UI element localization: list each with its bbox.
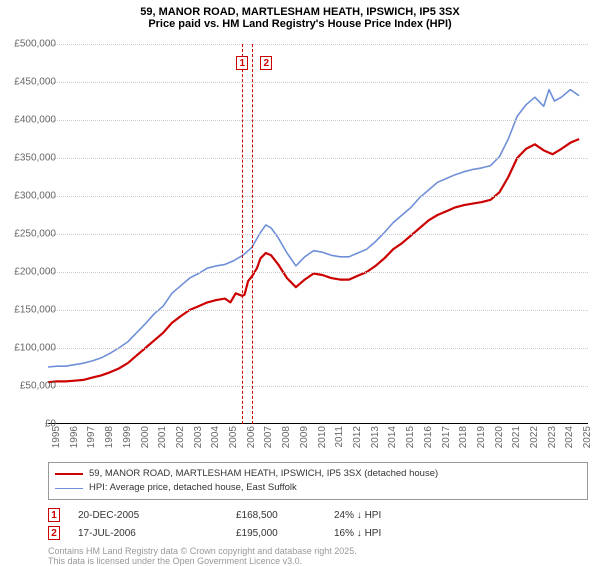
x-tick-label: 2017 bbox=[441, 426, 452, 448]
x-tick-label: 2005 bbox=[228, 426, 239, 448]
x-tick-label: 2022 bbox=[529, 426, 540, 448]
y-tick-label: £350,000 bbox=[14, 153, 56, 164]
x-tick-label: 2023 bbox=[547, 426, 558, 448]
legend-swatch-hpi bbox=[55, 488, 83, 489]
y-gridline bbox=[48, 310, 588, 311]
y-gridline bbox=[48, 120, 588, 121]
series-hpi bbox=[48, 90, 579, 367]
x-tick-label: 2024 bbox=[564, 426, 575, 448]
x-tick-label: 2013 bbox=[370, 426, 381, 448]
event-row-marker: 2 bbox=[48, 526, 60, 540]
legend-area: 59, MANOR ROAD, MARTLESHAM HEATH, IPSWIC… bbox=[48, 462, 588, 566]
title-line1: 59, MANOR ROAD, MARTLESHAM HEATH, IPSWIC… bbox=[0, 6, 600, 18]
legend-box: 59, MANOR ROAD, MARTLESHAM HEATH, IPSWIC… bbox=[48, 462, 588, 500]
x-tick-label: 2025 bbox=[582, 426, 593, 448]
x-tick-label: 1995 bbox=[51, 426, 62, 448]
y-tick-label: £500,000 bbox=[14, 39, 56, 50]
event-marker: 2 bbox=[260, 56, 272, 70]
x-tick-label: 2011 bbox=[334, 426, 345, 448]
y-tick-label: £250,000 bbox=[14, 229, 56, 240]
event-line bbox=[252, 44, 253, 424]
title-line2: Price paid vs. HM Land Registry's House … bbox=[0, 18, 600, 30]
y-gridline bbox=[48, 158, 588, 159]
x-tick-label: 2012 bbox=[352, 426, 363, 448]
event-table-row: 2 17-JUL-2006 £195,000 16% ↓ HPI bbox=[48, 524, 588, 542]
legend-row-hpi: HPI: Average price, detached house, East… bbox=[55, 481, 581, 495]
y-gridline bbox=[48, 386, 588, 387]
legend-swatch-price-paid bbox=[55, 473, 83, 475]
event-row-delta: 24% ↓ HPI bbox=[334, 510, 454, 521]
x-tick-label: 1998 bbox=[104, 426, 115, 448]
y-gridline bbox=[48, 44, 588, 45]
x-tick-label: 2001 bbox=[157, 426, 168, 448]
x-tick-label: 2000 bbox=[140, 426, 151, 448]
legend-label-hpi: HPI: Average price, detached house, East… bbox=[89, 481, 297, 495]
x-tick-label: 1997 bbox=[86, 426, 97, 448]
x-tick-label: 2016 bbox=[423, 426, 434, 448]
series-price_paid bbox=[48, 139, 579, 382]
x-tick-label: 2004 bbox=[210, 426, 221, 448]
x-tick-label: 2007 bbox=[263, 426, 274, 448]
event-marker: 1 bbox=[236, 56, 248, 70]
y-tick-label: £100,000 bbox=[14, 343, 56, 354]
event-table-row: 1 20-DEC-2005 £168,500 24% ↓ HPI bbox=[48, 506, 588, 524]
y-tick-label: £50,000 bbox=[20, 381, 56, 392]
y-tick-label: £450,000 bbox=[14, 77, 56, 88]
event-row-price: £168,500 bbox=[236, 510, 316, 521]
x-tick-label: 2014 bbox=[387, 426, 398, 448]
legend-row-price-paid: 59, MANOR ROAD, MARTLESHAM HEATH, IPSWIC… bbox=[55, 467, 581, 481]
x-tick-label: 2015 bbox=[405, 426, 416, 448]
y-tick-label: £150,000 bbox=[14, 305, 56, 316]
x-tick-label: 2009 bbox=[299, 426, 310, 448]
x-tick-label: 2018 bbox=[458, 426, 469, 448]
x-tick-label: 2006 bbox=[246, 426, 257, 448]
x-tick-label: 1999 bbox=[122, 426, 133, 448]
x-tick-label: 2010 bbox=[317, 426, 328, 448]
y-tick-label: £300,000 bbox=[14, 191, 56, 202]
event-row-date: 20-DEC-2005 bbox=[78, 510, 218, 521]
footnote-line2: This data is licensed under the Open Gov… bbox=[48, 556, 588, 566]
y-gridline bbox=[48, 82, 588, 83]
event-row-delta: 16% ↓ HPI bbox=[334, 528, 454, 539]
chart-title: 59, MANOR ROAD, MARTLESHAM HEATH, IPSWIC… bbox=[0, 0, 600, 34]
y-gridline bbox=[48, 196, 588, 197]
y-tick-label: £200,000 bbox=[14, 267, 56, 278]
legend-label-price-paid: 59, MANOR ROAD, MARTLESHAM HEATH, IPSWIC… bbox=[89, 467, 438, 481]
x-tick-label: 2020 bbox=[494, 426, 505, 448]
x-tick-label: 2021 bbox=[511, 426, 522, 448]
x-tick-label: 2003 bbox=[193, 426, 204, 448]
y-gridline bbox=[48, 272, 588, 273]
event-line bbox=[242, 44, 243, 424]
y-tick-label: £400,000 bbox=[14, 115, 56, 126]
y-gridline bbox=[48, 348, 588, 349]
footnote-line1: Contains HM Land Registry data © Crown c… bbox=[48, 546, 588, 556]
footnote: Contains HM Land Registry data © Crown c… bbox=[48, 546, 588, 566]
x-tick-label: 2002 bbox=[175, 426, 186, 448]
x-tick-label: 1996 bbox=[69, 426, 80, 448]
x-tick-label: 2019 bbox=[476, 426, 487, 448]
event-row-marker: 1 bbox=[48, 508, 60, 522]
event-table: 1 20-DEC-2005 £168,500 24% ↓ HPI 2 17-JUL-200… bbox=[48, 506, 588, 542]
y-gridline bbox=[48, 234, 588, 235]
event-row-date: 17-JUL-2006 bbox=[78, 528, 218, 539]
event-row-price: £195,000 bbox=[236, 528, 316, 539]
x-tick-label: 2008 bbox=[281, 426, 292, 448]
